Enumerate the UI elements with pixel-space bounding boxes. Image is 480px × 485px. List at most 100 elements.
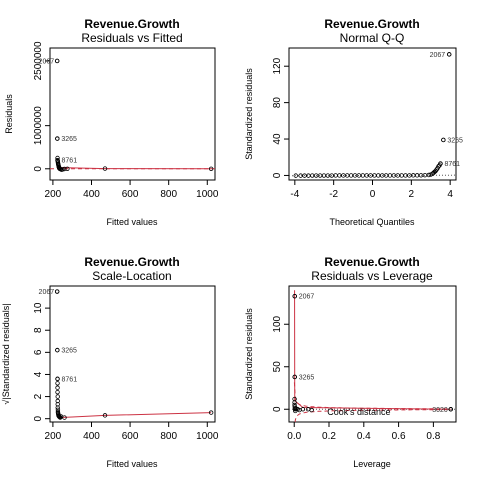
y-tick-label: 0 [272,406,283,412]
data-point [391,173,397,178]
labeled-data-point [447,52,452,57]
x-tick-label: 0.4 [357,431,371,442]
plot-subtitle: Normal Q-Q [340,31,405,45]
data-point [292,400,297,405]
x-tick-label: -4 [290,189,299,200]
cooks-distance-label: Cook's distance [327,407,390,417]
y-tick-label: 0 [33,415,44,421]
plot-frame [49,47,216,181]
labeled-data-point [55,157,60,163]
x-axis-label: Fitted values [106,459,158,469]
data-point [208,166,214,171]
labeled-data-point [441,137,446,143]
reference-line [289,174,456,177]
point-label: 2067 [430,52,446,59]
plot-subtitle: Residuals vs Fitted [81,31,182,45]
data-point [102,166,108,171]
x-tick-label: 0.8 [426,431,440,442]
y-tick-label: 50 [272,361,283,373]
cooks-distance-curve [294,409,451,422]
y-axis-label: √|Standardized residuals| [1,303,11,404]
data-point [292,407,298,412]
data-point [300,407,306,412]
point-label: 2067 [39,289,55,296]
x-tick-label: 800 [160,431,177,442]
data-point [55,385,60,390]
x-tick-label: 200 [45,431,62,442]
data-point [293,173,298,178]
data-point [55,389,60,395]
x-tick-label: 1000 [196,189,219,200]
data-point [102,413,108,418]
point-label: 8761 [62,376,78,383]
data-point [55,394,60,399]
labeled-data-point [448,407,453,412]
y-tick-label: 10 [33,302,44,314]
smoother-line [294,290,451,410]
data-point [55,381,60,386]
x-tick-label: 400 [83,189,100,200]
data-point [62,166,67,172]
data-point [62,415,67,420]
point-label: 3265 [299,374,315,381]
y-tick-label: 2 [33,393,44,399]
data-point [325,173,331,178]
plot-subtitle: Residuals vs Leverage [311,269,433,283]
y-tick-label: 40 [272,133,283,145]
x-tick-label: 600 [122,431,139,442]
point-label: 3020 [432,407,448,414]
x-tick-label: 600 [122,189,139,200]
point-label: 8761 [444,161,460,168]
labeled-data-point [292,374,297,380]
data-point [383,173,389,178]
point-label: 8761 [62,158,78,165]
plot-title: Revenue.Growth [84,17,179,31]
y-axis-label: Residuals [4,94,14,134]
labeled-data-point [292,294,297,299]
plot-title: Revenue.Growth [324,17,419,31]
y-tick-label: 8 [33,327,44,333]
x-tick-label: 800 [160,189,177,200]
data-point [56,414,62,419]
y-tick-label: 4 [33,371,44,377]
data-point [426,172,432,178]
point-label: 3265 [61,136,77,143]
plot-area [289,52,456,178]
y-tick-label: 80 [272,97,283,109]
smoother-line [57,412,212,419]
plot-frame [288,47,457,181]
plot-area [54,289,214,420]
y-axis-label: Standardized residuals [244,68,254,160]
plot-frame [49,285,216,423]
x-tick-label: 0.0 [287,431,301,442]
plot-area [50,58,215,172]
smoother-line [56,167,212,170]
y-tick-label: 6 [33,349,44,355]
plot-subtitle: Scale-Location [92,269,171,283]
x-tick-label: 200 [45,189,62,200]
y-tick-label: 0 [33,166,44,172]
y-tick-label: 2500000 [33,41,44,80]
data-point [317,173,323,178]
labeled-data-point [55,136,60,141]
point-label: 3265 [61,348,77,355]
data-point [345,173,350,178]
x-tick-label: -2 [329,189,338,200]
data-point [55,405,60,410]
labeled-data-point [54,58,60,64]
x-axis-label: Theoretical Quantiles [329,217,415,227]
x-tick-label: 0.6 [392,431,406,442]
y-tick-label: 120 [272,57,283,74]
labeled-data-point [54,289,60,294]
labeled-data-point [438,161,443,166]
x-tick-label: 2 [409,189,415,200]
data-point [208,410,214,415]
y-axis-label: Standardized residuals [244,308,254,400]
x-tick-label: 400 [83,431,100,442]
x-tick-label: 0.2 [322,431,336,442]
